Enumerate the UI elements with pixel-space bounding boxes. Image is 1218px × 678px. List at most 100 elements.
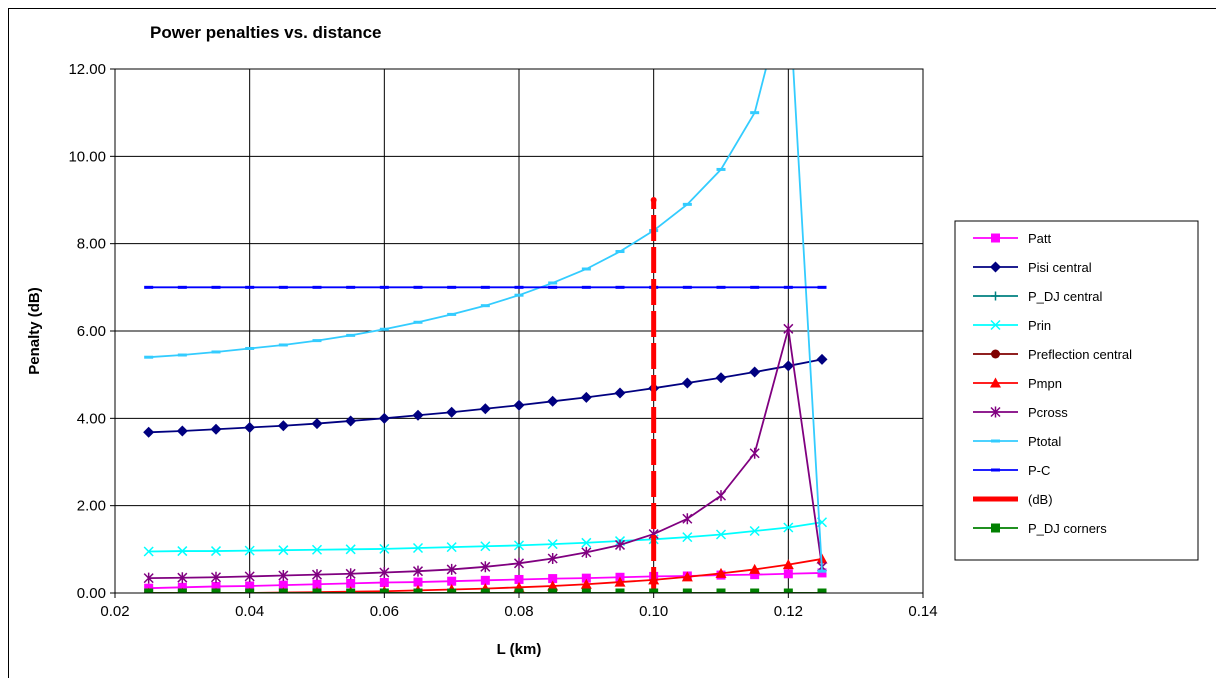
series-point-pisi-central bbox=[311, 418, 323, 430]
series-point-patt bbox=[346, 578, 356, 588]
legend-item-patt: Patt bbox=[973, 231, 1052, 246]
x-tick-label: 0.14 bbox=[908, 603, 937, 620]
series-point-prin bbox=[749, 525, 760, 537]
series-point-p-dj-corners bbox=[211, 588, 221, 593]
series-point-pcross bbox=[513, 557, 525, 569]
series-point-prin bbox=[547, 539, 558, 550]
series-point-prin bbox=[143, 546, 154, 557]
series-point-pisi-central bbox=[547, 395, 559, 407]
series-point-p-dj-corners bbox=[783, 588, 793, 593]
series-point-pcross bbox=[345, 568, 356, 580]
legend: Patt Pisi central P_DJ central Prin Preflect… bbox=[954, 220, 1199, 561]
series-point-prin bbox=[210, 546, 222, 557]
legend-item-db: (dB) bbox=[973, 492, 1053, 507]
series-point-p-dj-corners bbox=[716, 588, 726, 593]
series-point-pisi-central bbox=[345, 415, 357, 427]
series-point-p-dj-corners bbox=[144, 588, 154, 593]
series-point-p-dj-corners bbox=[615, 588, 625, 593]
y-tick-label: 0.00 bbox=[77, 585, 106, 602]
series-point-pisi-central bbox=[277, 420, 289, 432]
legend-item-pmpn: Pmpn bbox=[973, 376, 1062, 391]
legend-item-p-c: P-C bbox=[973, 463, 1050, 478]
series-point-pcross bbox=[581, 546, 592, 558]
legend-marker bbox=[991, 349, 1000, 359]
legend-label: P_DJ corners bbox=[1028, 521, 1107, 536]
axes: 0.02 0.04 0.06 0.08 0.10 0.12 0.14 0.00 2.00 4.00… bbox=[68, 61, 937, 620]
legend-label: Pmpn bbox=[1028, 376, 1062, 391]
series-point-pmpn bbox=[782, 559, 794, 570]
series-point-p-dj-corners bbox=[447, 588, 457, 593]
series-layer bbox=[143, 69, 828, 593]
series-p-dj-corners bbox=[144, 588, 827, 593]
legend-label: Patt bbox=[1028, 231, 1052, 246]
series-db bbox=[650, 197, 657, 593]
series-point-pisi-central bbox=[513, 399, 525, 411]
series-point-patt bbox=[211, 581, 221, 591]
series-point-patt bbox=[581, 573, 591, 583]
series-point-patt bbox=[480, 575, 490, 585]
series-point-pcross bbox=[143, 572, 154, 584]
series-point-patt bbox=[548, 574, 558, 584]
series-point-p-dj-corners bbox=[346, 588, 356, 593]
series-point-pcross bbox=[244, 570, 255, 582]
series-point-pisi-central bbox=[816, 353, 828, 365]
series-point-p-dj-corners bbox=[312, 588, 322, 593]
chart-frame bbox=[8, 8, 1216, 678]
series-point-pisi-central bbox=[446, 406, 458, 418]
legend-item-preflection-central: Preflection central bbox=[973, 347, 1132, 362]
legend-marker bbox=[991, 233, 1000, 243]
legend-marker bbox=[990, 406, 1001, 418]
series-point-patt bbox=[245, 581, 255, 591]
legend-label: Preflection central bbox=[1028, 347, 1132, 362]
series-point-pisi-central bbox=[715, 372, 727, 384]
series-point-prin bbox=[513, 540, 525, 551]
series-point-pcross bbox=[412, 565, 424, 577]
legend-marker bbox=[991, 291, 1000, 301]
x-tick-label: 0.06 bbox=[370, 603, 399, 620]
series-point-pmpn bbox=[681, 571, 693, 582]
x-tick-label: 0.04 bbox=[235, 603, 264, 620]
series-point-pmpn bbox=[749, 563, 761, 574]
x-tick-label: 0.08 bbox=[504, 603, 533, 620]
legend-item-pisi-central: Pisi central bbox=[973, 260, 1092, 275]
series-point-pcross bbox=[311, 569, 323, 581]
series-point-pcross bbox=[177, 572, 188, 584]
series-point-pcross bbox=[547, 553, 558, 565]
series-point-pcross bbox=[783, 323, 794, 335]
legend-marker bbox=[990, 261, 1001, 273]
series-point-patt bbox=[312, 579, 322, 589]
legend-marker bbox=[990, 377, 1001, 388]
series-point-patt bbox=[750, 570, 760, 580]
series-point-pcross bbox=[278, 570, 289, 582]
series-point-pisi-central bbox=[244, 422, 256, 434]
y-tick-label: 12.00 bbox=[68, 61, 106, 78]
series-point-pcross bbox=[715, 490, 727, 502]
legend-label: Prin bbox=[1028, 318, 1051, 333]
chart-title: Power penalties vs. distance bbox=[150, 23, 381, 42]
series-point-p-dj-corners bbox=[581, 588, 591, 593]
series-point-prin bbox=[345, 544, 356, 555]
x-tick-label: 0.12 bbox=[774, 603, 803, 620]
series-point-p-dj-corners bbox=[177, 588, 187, 593]
series-point-pisi-central bbox=[176, 425, 188, 437]
legend-label: (dB) bbox=[1028, 492, 1053, 507]
series-point-patt bbox=[514, 574, 524, 584]
series-point-patt bbox=[783, 569, 793, 579]
series-point-pmpn bbox=[547, 580, 559, 591]
series-point-prin bbox=[783, 522, 794, 533]
legend-box bbox=[954, 220, 1199, 561]
series-point-pcross bbox=[379, 566, 390, 578]
series-point-pisi-central bbox=[479, 403, 491, 415]
series-point-pisi-central bbox=[681, 377, 693, 389]
series-point-patt bbox=[413, 577, 423, 587]
series-point-prin bbox=[446, 542, 457, 553]
series-point-prin bbox=[682, 532, 693, 543]
series-point-patt bbox=[379, 578, 389, 588]
x-tick-label: 0.02 bbox=[100, 603, 129, 620]
legend-item-p-dj-corners: P_DJ corners bbox=[973, 521, 1107, 536]
y-tick-label: 6.00 bbox=[77, 323, 106, 340]
series-point-pisi-central bbox=[580, 391, 592, 403]
series-point-p-dj-corners bbox=[379, 588, 389, 593]
series-point-prin bbox=[715, 529, 727, 540]
